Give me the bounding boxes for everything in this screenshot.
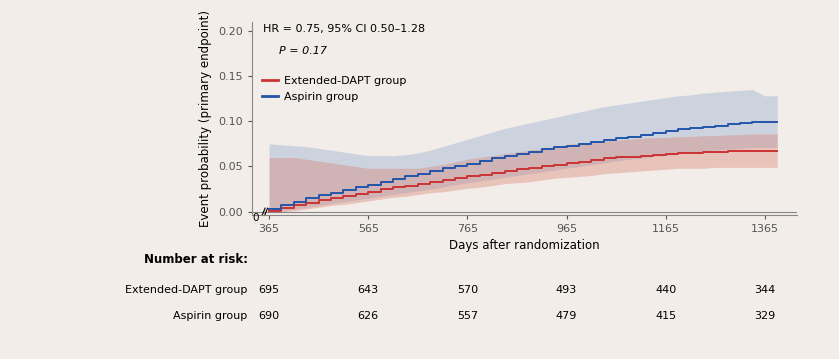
Text: 0: 0 — [253, 213, 259, 223]
Text: 479: 479 — [555, 311, 577, 321]
Text: P = 0.17: P = 0.17 — [279, 46, 327, 56]
Text: 690: 690 — [258, 311, 279, 321]
Text: 695: 695 — [258, 285, 279, 295]
Text: 643: 643 — [357, 285, 378, 295]
Text: Aspirin group: Aspirin group — [174, 311, 248, 321]
Text: 344: 344 — [754, 285, 775, 295]
Text: 415: 415 — [655, 311, 676, 321]
Text: 493: 493 — [556, 285, 577, 295]
Text: 440: 440 — [655, 285, 676, 295]
Y-axis label: Event probability (primary endpoint): Event probability (primary endpoint) — [200, 10, 212, 227]
X-axis label: Days after randomization: Days after randomization — [449, 239, 600, 252]
Text: Extended-DAPT group: Extended-DAPT group — [125, 285, 248, 295]
Legend: Extended-DAPT group, Aspirin group: Extended-DAPT group, Aspirin group — [258, 72, 411, 106]
Text: 626: 626 — [357, 311, 378, 321]
Text: 570: 570 — [456, 285, 478, 295]
Text: Number at risk:: Number at risk: — [143, 253, 248, 266]
Text: HR = 0.75, 95% CI 0.50–1.28: HR = 0.75, 95% CI 0.50–1.28 — [263, 24, 425, 34]
Text: 329: 329 — [754, 311, 775, 321]
Text: 557: 557 — [456, 311, 478, 321]
